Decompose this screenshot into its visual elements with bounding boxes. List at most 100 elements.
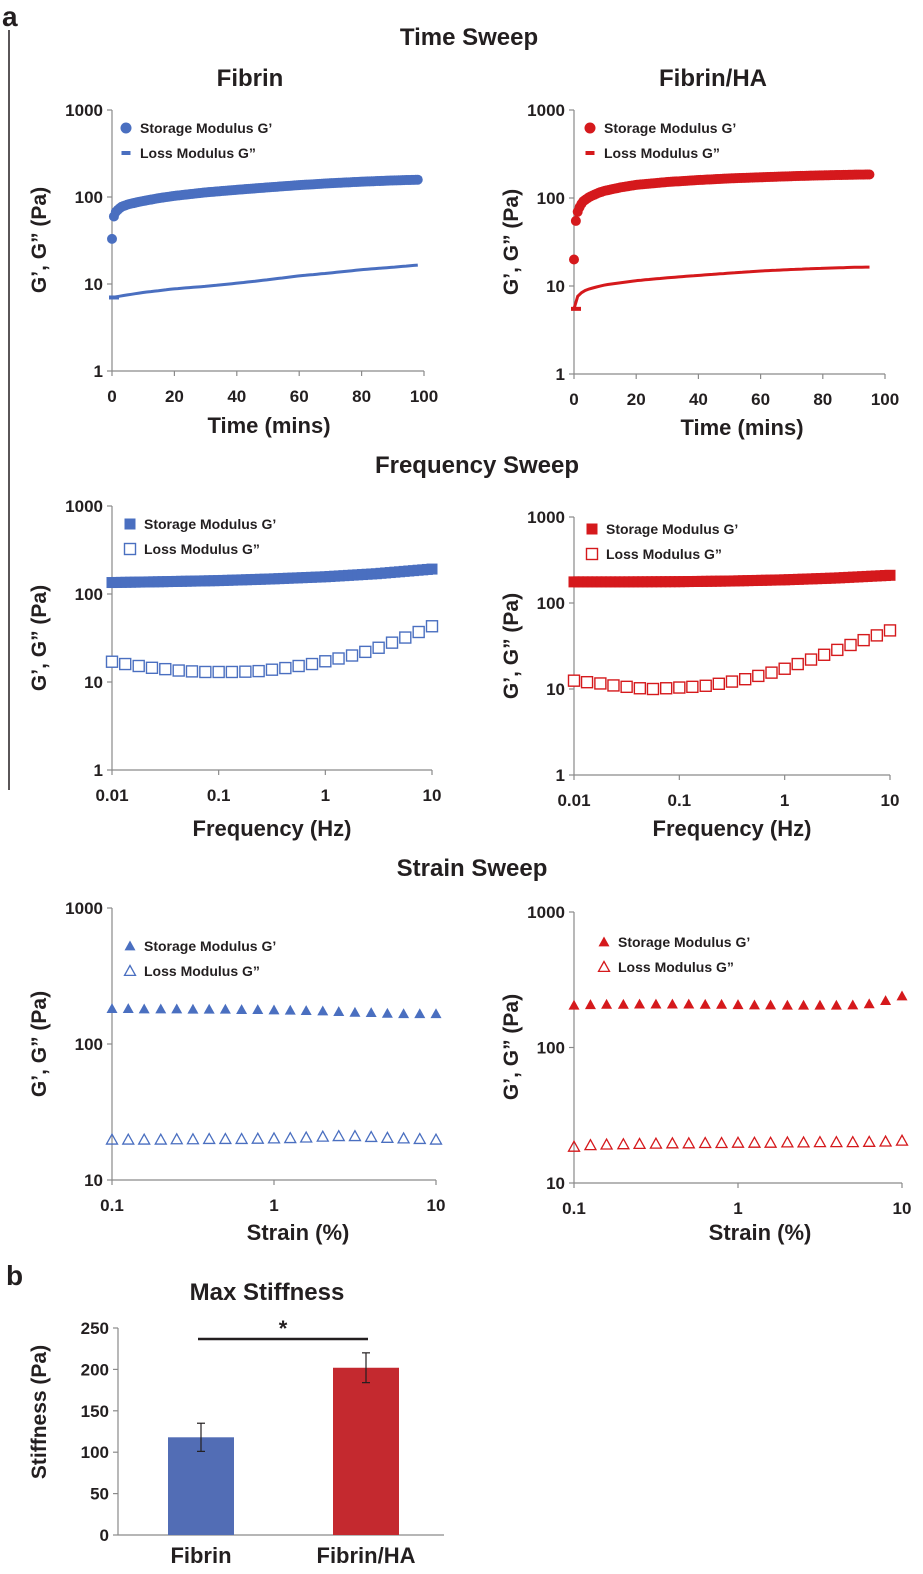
data-point <box>251 1131 265 1144</box>
data-point <box>145 661 159 674</box>
legend-label: Storage Modulus G’ <box>144 938 276 954</box>
legend-label: Storage Modulus G’ <box>606 521 738 537</box>
data-point <box>107 233 117 244</box>
chart-time-sweep-fibrin-ha: 1 10 100 1000 0 20 40 60 80 100 Time (mins) G’, G” … <box>500 65 899 440</box>
legend-marker <box>123 542 137 556</box>
data-point <box>571 306 581 311</box>
data-point <box>650 998 662 1009</box>
data-point <box>857 633 870 647</box>
data-point <box>683 998 695 1009</box>
data-point <box>699 998 711 1009</box>
series-storage-modulus <box>568 569 896 588</box>
data-point <box>765 666 778 679</box>
y-tick-label: 1000 <box>527 903 565 922</box>
data-point <box>121 1132 135 1145</box>
x-tick-label: 0 <box>107 387 116 406</box>
data-point <box>430 1008 442 1019</box>
data-point <box>883 624 897 637</box>
data-point <box>319 655 332 668</box>
data-point <box>332 1129 346 1142</box>
y-tick-label: 100 <box>537 594 565 613</box>
data-point <box>333 1006 345 1017</box>
chart-frequency-sweep-fibrin: 1 10 100 1000 0.01 0.1 1 10 Frequency (Hz) G’, G”… <box>28 497 441 841</box>
x-tick-label: 60 <box>751 390 770 409</box>
data-point <box>332 652 345 665</box>
data-point <box>122 1003 134 1014</box>
bar-fibrin <box>168 1437 234 1535</box>
data-point <box>659 682 673 695</box>
data-point <box>413 1132 427 1145</box>
legend-label: Loss Modulus G” <box>618 959 734 975</box>
y-tick-label: 10 <box>84 275 103 294</box>
legend-marker <box>586 523 598 535</box>
data-point <box>569 254 579 265</box>
data-point <box>218 1132 232 1145</box>
legend-label: Loss Modulus G” <box>144 541 260 557</box>
series-loss-modulus <box>105 620 439 679</box>
data-point <box>349 1006 361 1017</box>
data-point <box>412 174 423 185</box>
data-point <box>817 648 831 661</box>
legend-label: Storage Modulus G’ <box>604 120 736 136</box>
legend-label: Storage Modulus G’ <box>144 516 276 532</box>
y-tick-label: 250 <box>81 1319 109 1338</box>
data-point <box>712 677 726 690</box>
data-point <box>203 1003 215 1014</box>
legend-marker <box>121 151 131 155</box>
data-point <box>796 1135 811 1148</box>
y-tick-label: 1000 <box>527 508 565 527</box>
data-point <box>765 999 777 1010</box>
data-point <box>305 657 319 671</box>
x-tick-label: 1 <box>269 1196 278 1215</box>
data-point <box>170 1132 184 1145</box>
legend-label: Loss Modulus G” <box>140 145 256 161</box>
data-point <box>714 1136 729 1149</box>
x-tick-label: 100 <box>871 390 899 409</box>
x-tick-label: 80 <box>813 390 832 409</box>
data-point <box>698 1136 712 1149</box>
data-point <box>763 1135 778 1148</box>
y-tick-label: 10 <box>546 1174 565 1193</box>
data-point <box>732 999 744 1010</box>
data-point <box>725 675 739 688</box>
y-tick-label: 150 <box>81 1402 109 1421</box>
data-point <box>199 665 212 679</box>
data-point <box>649 1136 663 1149</box>
legend-marker <box>597 960 611 973</box>
data-point <box>171 1003 183 1014</box>
data-point <box>185 665 199 678</box>
data-point <box>864 169 875 180</box>
data-point <box>847 999 859 1010</box>
legend-marker <box>584 122 596 134</box>
data-point <box>583 1138 598 1151</box>
data-point <box>239 665 252 678</box>
y-tick-label: 100 <box>75 585 103 604</box>
legend-marker <box>585 547 599 561</box>
data-point <box>187 1003 199 1014</box>
legend-label: Storage Modulus G’ <box>618 934 750 950</box>
legend-label: Loss Modulus G” <box>144 963 260 979</box>
series-loss-modulus <box>109 263 418 300</box>
data-point <box>105 1132 119 1145</box>
data-point <box>398 1008 410 1019</box>
legend-label: Loss Modulus G” <box>604 145 720 161</box>
y-tick-label: 10 <box>84 1171 103 1190</box>
section-title-frequency-sweep: Frequency Sweep <box>375 452 579 479</box>
data-point <box>895 1133 909 1146</box>
y-tick-label: 10 <box>546 680 565 699</box>
data-point <box>862 1135 876 1147</box>
data-point <box>348 1129 362 1142</box>
x-axis-label: Time (mins) <box>207 413 330 438</box>
data-point <box>380 1131 394 1143</box>
data-point <box>137 1132 151 1145</box>
y-tick-label: 1000 <box>65 899 103 918</box>
data-point <box>186 1132 200 1145</box>
x-tick-label: 40 <box>689 390 708 409</box>
y-axis-label: G’, G” (Pa) <box>500 189 523 295</box>
data-point <box>284 1004 296 1015</box>
data-point <box>584 999 596 1010</box>
data-point <box>426 563 438 575</box>
x-axis-label: Strain (%) <box>247 1220 350 1245</box>
y-tick-label: 200 <box>81 1360 109 1379</box>
